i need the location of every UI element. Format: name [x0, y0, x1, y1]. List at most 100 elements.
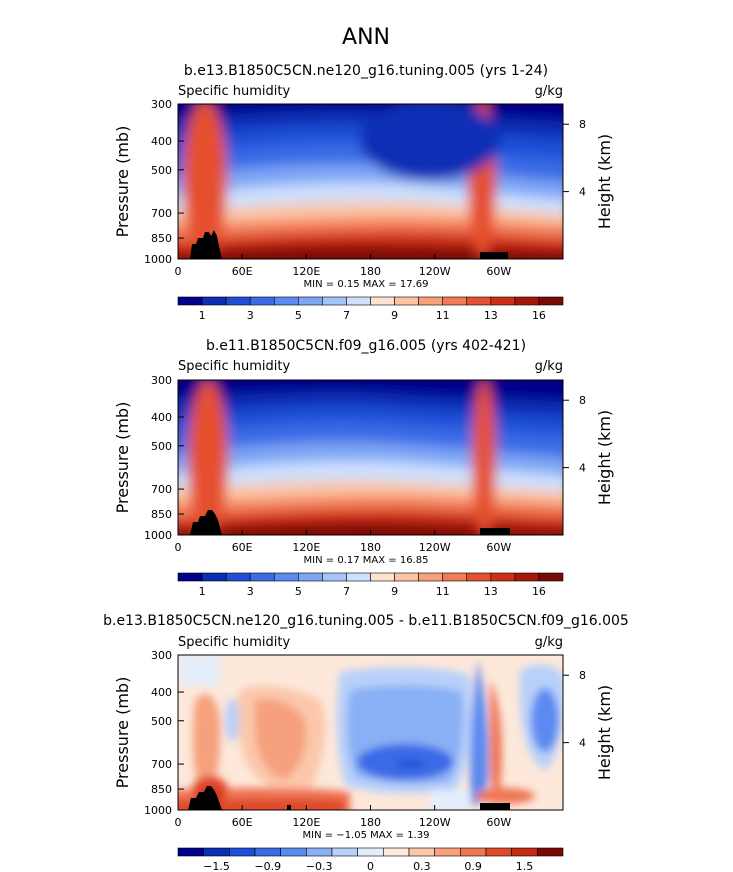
panel-3-axes: 300 400 500 700 850 1000 8 4 0 60E 120E 180 120W 60W P… [113, 649, 614, 829]
colorbar-swatch [254, 847, 281, 857]
page-title: ANN [342, 25, 390, 50]
panel-1-units-label: g/kg [535, 84, 563, 99]
y-tick-label: 850 [151, 232, 172, 245]
x-tick-label: 60E [232, 816, 253, 829]
colorbar-label: 3 [247, 309, 254, 322]
colorbar-swatch [485, 847, 512, 857]
y-tick-label: 850 [151, 508, 172, 521]
colorbar-label: 5 [295, 309, 302, 322]
colorbar-label: 0 [367, 860, 374, 872]
y-tick-label: 400 [151, 686, 172, 699]
y-right-axis-label: Height (km) [595, 134, 614, 229]
panel-2-units-label: g/kg [535, 359, 563, 374]
colorbar-label: 9 [391, 309, 398, 322]
colorbar-label: 1.5 [516, 860, 534, 872]
y-tick-label: 300 [151, 374, 172, 387]
colorbar-label: 7 [343, 585, 350, 598]
colorbar-label: 0.9 [464, 860, 482, 872]
colorbar-swatch [273, 572, 299, 582]
y-right-tick-label: 4 [579, 462, 586, 475]
colorbar-swatch [357, 847, 384, 857]
y-tick-label: 850 [151, 783, 172, 796]
y-right-tick-label: 8 [579, 669, 586, 682]
colorbar-swatch [298, 296, 323, 306]
y-right-tick-label: 8 [579, 394, 586, 407]
y-tick-label: 1000 [144, 529, 172, 542]
y-tick-label: 500 [151, 164, 172, 177]
colorbar-swatch [538, 572, 564, 582]
colorbar-label: 11 [436, 309, 450, 322]
panel-1-title: b.e13.B1850C5CN.ne120_g16.tuning.005 (yr… [184, 63, 548, 79]
colorbar-swatch [490, 296, 516, 306]
panel-2: b.e11.B1850C5CN.f09_g16.005 (yrs 402-421… [113, 338, 614, 598]
x-tick-label: 60W [486, 541, 511, 554]
x-tick-label: 60W [486, 265, 511, 278]
colorbar-label: 5 [295, 585, 302, 598]
colorbar-swatch [249, 572, 275, 582]
y-right-axis-label: Height (km) [595, 685, 614, 780]
y-tick-label: 700 [151, 483, 172, 496]
x-tick-label: 120E [292, 541, 320, 554]
colorbar-swatch [394, 572, 419, 582]
colorbar-swatch [229, 847, 256, 857]
panel-1: b.e13.B1850C5CN.ne120_g16.tuning.005 (yr… [113, 63, 614, 322]
colorbar-label: 13 [484, 309, 498, 322]
colorbar-swatch [177, 572, 203, 582]
x-tick-label: 120W [419, 816, 451, 829]
colorbar-swatch [346, 572, 371, 582]
panel-1-axes: 300 400 500 700 850 1000 8 4 0 60E 120E 180 120W 60W P… [113, 98, 614, 278]
colorbar-swatch [177, 296, 203, 306]
colorbar-swatch [460, 847, 487, 857]
colorbar-swatch [201, 296, 227, 306]
colorbar-swatch [273, 296, 299, 306]
x-tick-label: 120W [419, 541, 451, 554]
colorbar-swatch [537, 847, 564, 857]
colorbar-label: 1 [199, 309, 206, 322]
x-tick-label: 180 [360, 816, 381, 829]
y-right-tick-label: 8 [579, 118, 586, 131]
panel-3: b.e13.B1850C5CN.ne120_g16.tuning.005 - b… [103, 613, 629, 872]
colorbar-swatch [383, 847, 410, 857]
colorbar-swatch [203, 847, 230, 857]
panel-1-stats: MIN = 0.15 MAX = 17.69 [304, 279, 429, 290]
colorbar-label: −0.3 [306, 860, 333, 872]
x-tick-label: 60W [486, 816, 511, 829]
colorbar-label: 16 [532, 585, 546, 598]
colorbar-swatch [331, 847, 358, 857]
colorbar-swatch [408, 847, 435, 857]
panel-1-contour-field [178, 104, 563, 259]
colorbar-swatch [490, 572, 516, 582]
colorbar-swatch [280, 847, 307, 857]
panel-1-variable-label: Specific humidity [178, 84, 290, 99]
colorbar-label: 13 [484, 585, 498, 598]
y-axis-label: Pressure (mb) [113, 402, 132, 514]
x-tick-label: 180 [360, 541, 381, 554]
y-axis-label: Pressure (mb) [113, 677, 132, 789]
y-tick-label: 1000 [144, 253, 172, 266]
y-tick-label: 700 [151, 758, 172, 771]
panel-2-colorbar: 1 3 5 7 9 11 13 16 [177, 572, 564, 598]
colorbar-swatch [442, 572, 468, 582]
colorbar-swatch [306, 847, 333, 857]
y-right-tick-label: 4 [579, 737, 586, 750]
colorbar-swatch [394, 296, 419, 306]
x-tick-label: 120W [419, 265, 451, 278]
colorbar-swatch [442, 296, 468, 306]
x-tick-label: 0 [175, 265, 182, 278]
x-tick-label: 0 [175, 541, 182, 554]
colorbar-label: 9 [391, 585, 398, 598]
x-tick-label: 0 [175, 816, 182, 829]
colorbar-swatch [225, 572, 251, 582]
y-right-axis-label: Height (km) [595, 410, 614, 505]
panel-3-units-label: g/kg [535, 635, 563, 650]
colorbar-swatch [511, 847, 538, 857]
x-tick-label: 180 [360, 265, 381, 278]
colorbar-swatch [514, 572, 540, 582]
y-tick-label: 700 [151, 207, 172, 220]
panel-3-title: b.e13.B1850C5CN.ne120_g16.tuning.005 - b… [103, 613, 629, 629]
colorbar-swatch [538, 296, 564, 306]
x-tick-label: 60E [232, 265, 253, 278]
colorbar-swatch [418, 572, 443, 582]
panel-3-colorbar: −1.5 −0.9 −0.3 0 0.3 0.9 1.5 [177, 847, 564, 872]
